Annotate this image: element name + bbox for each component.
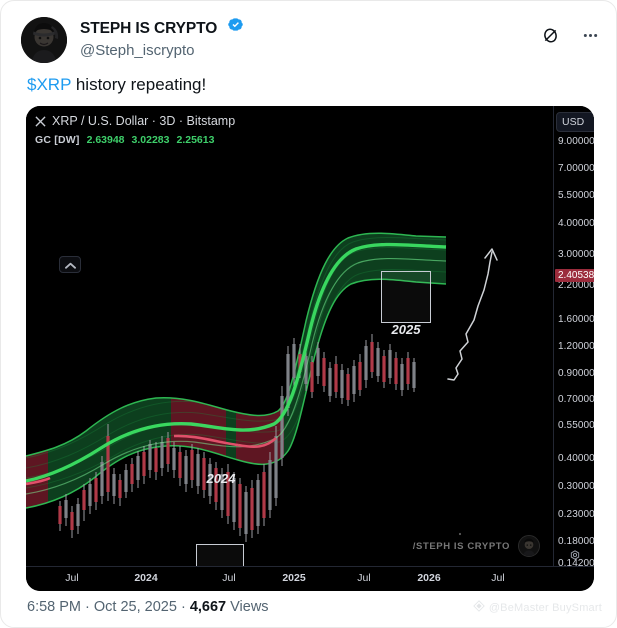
views-count: 4,667 bbox=[189, 599, 227, 615]
annotation-label-2024: 2024 bbox=[206, 471, 236, 486]
price-tick: 0.23000 bbox=[558, 509, 594, 520]
page-watermark-text: @BeMaster BuySmart bbox=[488, 601, 602, 614]
chart-watermark: /STEPH IS CRYPTO bbox=[413, 535, 540, 557]
collapse-pane-button[interactable] bbox=[59, 256, 81, 273]
chart-watermark-text: /STEPH IS CRYPTO bbox=[412, 540, 510, 552]
user-name-block: STEPH IS CRYPTO @Steph_iscrypto bbox=[80, 17, 244, 61]
chevron-up-icon bbox=[64, 256, 76, 274]
verified-badge-icon bbox=[227, 16, 244, 38]
price-tick: 1.20000 bbox=[558, 341, 594, 352]
currency-selector[interactable]: USD bbox=[556, 112, 594, 132]
price-tick: 0.70000 bbox=[558, 394, 594, 405]
annotation-box-2024[interactable] bbox=[196, 544, 244, 566]
price-tick: 0.18000 bbox=[558, 536, 594, 547]
page-watermark: @BeMaster BuySmart bbox=[473, 600, 602, 615]
price-tick: 0.14200 bbox=[558, 558, 594, 569]
time-tick: Jul bbox=[357, 572, 371, 584]
price-tick: 3.00000 bbox=[558, 249, 594, 260]
time-scale[interactable]: Jul 2024 Jul 2025 Jul 2026 Jul bbox=[26, 566, 594, 591]
price-tick: 0.55000 bbox=[558, 420, 594, 431]
user-handle: @Steph_iscrypto bbox=[80, 42, 195, 59]
currency-label: USD bbox=[562, 116, 585, 128]
grok-icon[interactable] bbox=[538, 23, 562, 47]
price-tick: 7.00000 bbox=[558, 163, 594, 174]
price-tick: 5.50000 bbox=[558, 190, 594, 201]
time-tick: Jul bbox=[222, 572, 236, 584]
price-tick: 9.00000 bbox=[558, 136, 594, 147]
gear-icon[interactable] bbox=[566, 546, 583, 563]
avatar[interactable] bbox=[21, 17, 67, 63]
tweet-header: STEPH IS CRYPTO @Steph_iscrypto bbox=[21, 15, 602, 67]
more-options-icon[interactable] bbox=[578, 23, 602, 47]
projection-arrow bbox=[447, 248, 498, 381]
tweet-text-body: history repeating! bbox=[71, 75, 207, 94]
chart-watermark-avatar bbox=[518, 535, 540, 557]
price-tick: 2.20000 bbox=[558, 280, 594, 291]
chart-plot-area[interactable]: XRP / U.S. Dollar · 3D · Bitstamp GC [DW… bbox=[26, 106, 553, 566]
time-tick: Jul bbox=[491, 572, 505, 584]
time-tick: 2024 bbox=[134, 572, 158, 584]
tweet-footer: 6:58 PM · Oct 25, 2025 · 4,667 Views bbox=[27, 597, 269, 617]
time-tick: 2026 bbox=[417, 572, 441, 584]
last-price-badge: 2.40538 bbox=[555, 269, 594, 282]
price-tick: 4.00000 bbox=[558, 218, 594, 229]
diamond-icon bbox=[473, 600, 485, 615]
annotation-label-2025: 2025 bbox=[391, 322, 421, 337]
chart-card[interactable]: XRP / U.S. Dollar · 3D · Bitstamp GC [DW… bbox=[26, 106, 594, 591]
cashtag-link[interactable]: $XRP bbox=[27, 75, 72, 94]
display-name: STEPH IS CRYPTO bbox=[80, 19, 218, 37]
time-tick: 2025 bbox=[282, 572, 306, 584]
views-label: Views bbox=[226, 599, 269, 615]
price-chart-svg bbox=[26, 106, 553, 566]
price-scale[interactable]: 9.00000 7.00000 5.50000 4.00000 3.00000 … bbox=[553, 106, 594, 569]
avatar-image bbox=[21, 17, 67, 63]
tweet-text: $XRP history repeating! bbox=[27, 73, 596, 96]
price-tick: 0.30000 bbox=[558, 481, 594, 492]
time-tick: Jul bbox=[65, 572, 79, 584]
price-tick: 0.90000 bbox=[558, 368, 594, 379]
annotation-box-2025[interactable] bbox=[381, 271, 431, 323]
tweet-timestamp: 6:58 PM · Oct 25, 2025 · bbox=[27, 599, 190, 615]
price-tick: 1.60000 bbox=[558, 314, 594, 325]
header-actions bbox=[538, 23, 602, 47]
price-tick: 0.40000 bbox=[558, 453, 594, 464]
